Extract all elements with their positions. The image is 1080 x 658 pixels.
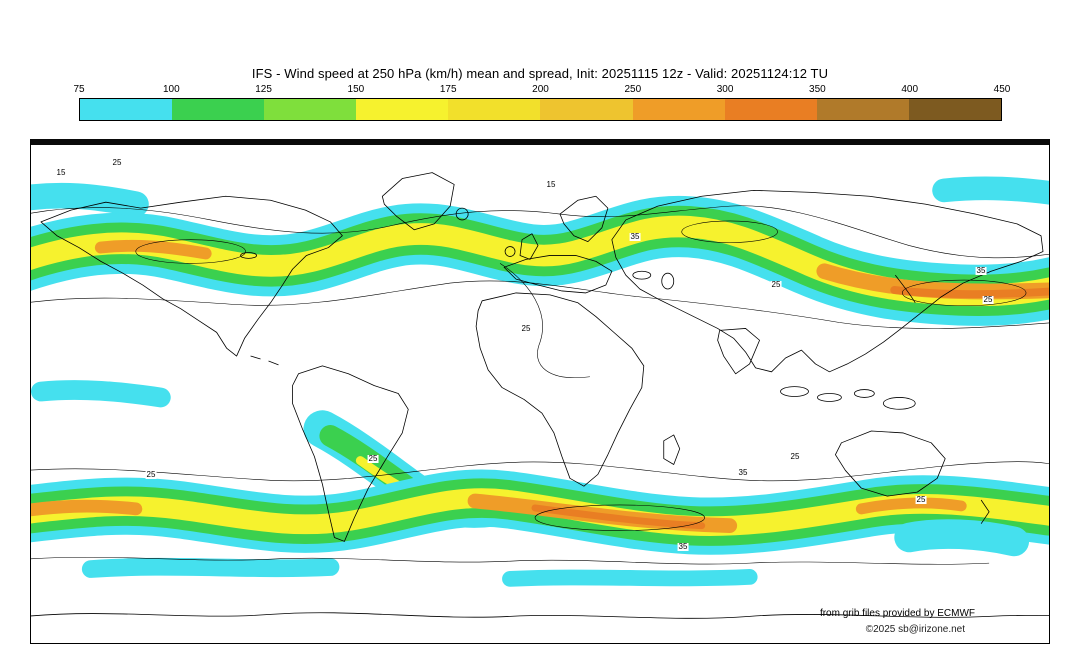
contour-label: 25 xyxy=(145,470,157,479)
colorbar-segment xyxy=(80,99,173,120)
colorbar-segment xyxy=(908,99,1001,120)
coast-antarctica xyxy=(31,612,1049,619)
south-cyan-extra-1 xyxy=(81,557,340,578)
coast-africa xyxy=(475,292,645,487)
coast-india xyxy=(717,328,760,375)
arctic-cyan-east xyxy=(932,176,1049,205)
south-jet-orange-west xyxy=(31,499,143,517)
colorbar-tick: 75 xyxy=(73,84,85,95)
contour-label: 35 xyxy=(629,232,641,241)
arctic-cyan-west xyxy=(31,182,149,217)
coast-caspian-sea xyxy=(661,272,675,290)
contour-label: 25 xyxy=(915,495,927,504)
coast-uk xyxy=(519,233,539,260)
coast-new-guinea xyxy=(882,397,916,410)
spread-loop-asia xyxy=(901,279,1027,307)
coast-australia xyxy=(835,430,946,497)
contour-label: 25 xyxy=(367,454,379,463)
contour-label: 25 xyxy=(789,452,801,461)
north-jet-orange-west xyxy=(94,239,212,260)
colorbar-tick: 100 xyxy=(162,84,180,95)
colorbar-tick: 125 xyxy=(255,84,272,95)
coast-north-america xyxy=(40,195,343,357)
colorbar-segment xyxy=(172,99,265,120)
contour-label: 25 xyxy=(111,158,123,167)
colorbar-tick: 175 xyxy=(439,84,457,95)
colorbar-segment xyxy=(632,99,725,120)
colorbar-segment xyxy=(816,99,909,120)
coast-sulawesi xyxy=(853,389,875,398)
world-map: 15 25 15 35 25 25 35 25 25 25 35 25 25 35 from grib f… xyxy=(30,139,1050,644)
contour-label: 35 xyxy=(737,468,749,477)
spread-contour-europe xyxy=(499,263,590,378)
spread-contour-south-1 xyxy=(31,461,1049,482)
contour-label: 25 xyxy=(520,324,532,333)
wind-speed-bands xyxy=(31,176,1049,587)
coast-ireland xyxy=(504,246,516,257)
coast-scandinavia xyxy=(559,195,609,243)
coast-borneo xyxy=(780,386,809,397)
map-svg xyxy=(31,172,1049,619)
contour-label: 25 xyxy=(982,295,994,304)
colorbar-segment xyxy=(540,99,633,120)
colorbar-tick: 150 xyxy=(347,84,365,95)
coast-south-america xyxy=(292,365,409,542)
contour-label: 15 xyxy=(545,180,557,189)
colorbar-segment xyxy=(264,99,357,120)
tropic-cyan-west xyxy=(31,380,171,408)
spread-loop-europe xyxy=(681,220,778,243)
coast-asia xyxy=(611,189,1044,373)
south-cyan-extra-3 xyxy=(894,519,1030,557)
spread-contour-north-2 xyxy=(31,280,1049,329)
coast-europe xyxy=(503,255,613,294)
contour-label: 35 xyxy=(677,542,689,551)
coast-great-lakes xyxy=(240,252,257,259)
colorbar-segment xyxy=(356,99,449,120)
south-jet-darkorange-mid xyxy=(531,504,706,530)
colorbar-tick: 300 xyxy=(716,84,734,95)
credit-source: from grib files provided by ECMWF xyxy=(819,608,975,619)
coast-greenland xyxy=(381,172,455,231)
south-cyan-extra-2 xyxy=(502,569,758,587)
spread-contour-south-2 xyxy=(31,556,990,565)
contour-label: 35 xyxy=(975,266,987,275)
coast-caribbean xyxy=(250,355,279,366)
colorbar-segment xyxy=(724,99,817,120)
colorbar-tick: 400 xyxy=(901,84,919,95)
spread-loop-south xyxy=(534,504,705,531)
coast-madagascar xyxy=(663,434,681,465)
contour-label: 15 xyxy=(55,168,67,177)
colorbar-segment xyxy=(448,99,541,120)
colorbar-tick: 450 xyxy=(993,84,1011,95)
credit-copyright: ©2025 sb@irizone.net xyxy=(865,624,965,635)
colorbar-tick: 200 xyxy=(532,84,549,95)
coast-new-zealand xyxy=(980,499,990,524)
contour-label: 25 xyxy=(770,280,782,289)
colorbar-tick-labels: 75 100 125 150 175 200 250 300 350 400 450 xyxy=(73,84,1010,98)
chart-title: IFS - Wind speed at 250 hPa (km/h) mean … xyxy=(251,66,829,81)
spread-loop-namerica xyxy=(135,239,246,264)
north-jet-darkorange-asia xyxy=(890,286,1049,299)
spread-contours xyxy=(31,205,1049,565)
coastlines xyxy=(31,172,1049,619)
coast-black-sea xyxy=(632,270,652,280)
colorbar: 75 100 125 150 175 200 250 300 350 400 450 xyxy=(73,84,1010,121)
colorbar-gradient xyxy=(79,98,1002,121)
spread-contour-north-1 xyxy=(31,205,1049,259)
south-jet-orange-aus xyxy=(855,497,967,515)
coast-java xyxy=(817,393,842,402)
colorbar-tick: 250 xyxy=(624,84,642,95)
colorbar-tick: 350 xyxy=(809,84,826,95)
